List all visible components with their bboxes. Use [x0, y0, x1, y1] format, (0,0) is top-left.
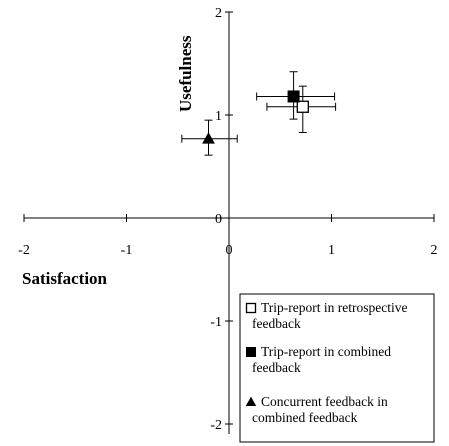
x-tick-labels: -2 -1 0 1 2 [18, 243, 437, 258]
series-open-square [266, 85, 337, 134]
x-tick-label: 0 [226, 243, 233, 258]
series-filled-triangle [181, 119, 238, 156]
legend-marker [246, 347, 256, 357]
y-tick-label: 2 [215, 6, 222, 21]
legend-label: Trip-report in retrospective [261, 300, 407, 315]
y-tick-label: -2 [210, 418, 222, 433]
data-point-marker [296, 100, 309, 113]
y-axis-title: Usefulness [176, 35, 195, 112]
legend-box [239, 293, 435, 443]
y-tick-marks [225, 11, 233, 425]
legend: Trip-report in retrospectivefeedbackTrip… [239, 293, 435, 443]
data-point-marker [202, 132, 215, 144]
legend-items: Trip-report in retrospectivefeedbackTrip… [245, 300, 407, 425]
series-filled-square [256, 71, 336, 120]
x-tick-label: -2 [18, 243, 30, 258]
legend-marker [245, 302, 257, 314]
data-series [181, 71, 337, 156]
legend-label: Concurrent feedback in [261, 394, 388, 409]
x-axis-title: Satisfaction [22, 269, 108, 288]
legend-marker [245, 396, 257, 407]
legend-label: feedback [252, 360, 301, 375]
x-tick-label: 2 [431, 243, 438, 258]
legend-label: combined feedback [252, 410, 358, 425]
data-point-marker [287, 90, 300, 103]
y-tick-label: -1 [210, 315, 222, 330]
legend-label: feedback [252, 316, 301, 331]
x-tick-label: -1 [121, 243, 133, 258]
y-tick-labels: 2 1 0 -1 -2 [210, 6, 222, 433]
y-tick-label: 1 [215, 109, 222, 124]
y-tick-label: 0 [215, 212, 222, 227]
x-tick-label: 1 [328, 243, 335, 258]
legend-label: Trip-report in combined [261, 344, 391, 359]
